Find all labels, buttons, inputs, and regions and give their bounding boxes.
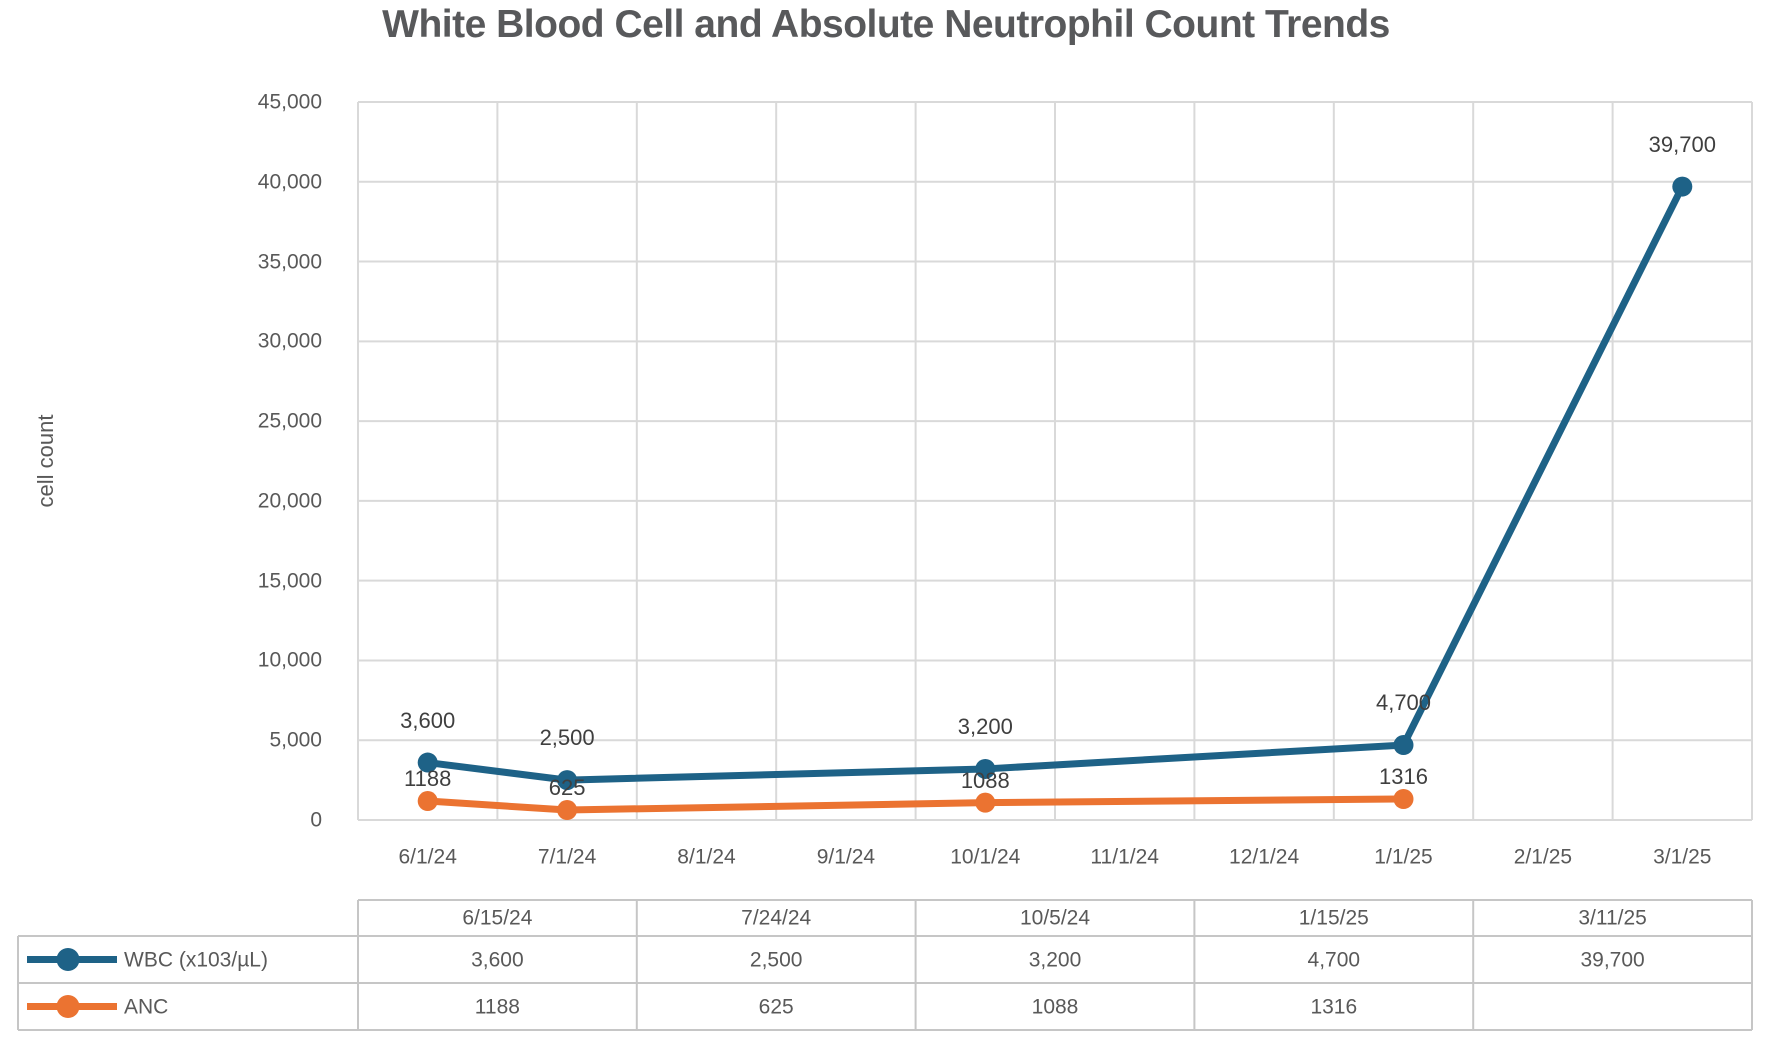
x-tick-label: 7/1/24 (537, 845, 597, 869)
data-point-marker (1672, 176, 1693, 197)
table-header-cell: 10/5/24 (1019, 906, 1091, 930)
table-cell: 3,200 (1028, 948, 1082, 971)
data-label: 4,700 (1375, 690, 1432, 715)
table-cell: 4,700 (1307, 948, 1361, 971)
table-header-cell: 6/15/24 (462, 906, 533, 930)
y-tick-label: 15,000 (257, 569, 322, 593)
table-cell: 1316 (1310, 995, 1358, 1018)
y-tick-label: 35,000 (257, 250, 322, 274)
x-tick-label: 9/1/24 (816, 845, 876, 869)
legend-key-wbc (27, 948, 117, 971)
table-header-cell: 1/15/25 (1298, 906, 1369, 930)
data-label: 3,600 (400, 707, 456, 733)
table-cell: 39,700 (1580, 948, 1645, 971)
series-anc (417, 789, 1414, 821)
data-point-marker (975, 758, 996, 779)
y-tick-label: 10,000 (257, 648, 322, 672)
chart-title: White Blood Cell and Absolute Neutrophil… (382, 3, 1390, 46)
table-header-cell: 7/24/24 (741, 906, 812, 930)
data-label: 1316 (1379, 764, 1428, 789)
data-table-grid (17, 899, 1753, 1031)
table-cell: 3,600 (471, 948, 524, 971)
table-cell: 1188 (474, 995, 520, 1018)
table-cell: 625 (758, 995, 794, 1018)
data-label: 1088 (960, 767, 1010, 793)
data-label: 1188 (404, 766, 452, 792)
legend-key-anc (27, 995, 117, 1018)
x-tick-label: 12/1/24 (1229, 845, 1300, 869)
data-point-marker (1393, 735, 1414, 756)
x-tick-label: 11/1/24 (1090, 845, 1159, 869)
y-tick-label: 25,000 (257, 409, 322, 433)
y-tick-label: 5,000 (269, 728, 322, 752)
data-point-marker (557, 800, 578, 821)
table-legend-label: ANC (124, 995, 169, 1018)
table-cell: 1088 (1031, 995, 1079, 1018)
table-cell: 2,500 (749, 948, 803, 971)
data-label: 39,700 (1648, 131, 1716, 157)
data-point-marker (975, 792, 996, 813)
y-tick-label: 40,000 (257, 170, 322, 194)
y-tick-label: 45,000 (257, 90, 322, 114)
data-point-marker (417, 791, 438, 812)
data-point-marker (1393, 789, 1414, 810)
data-label: 2,500 (539, 725, 595, 751)
data-label: 625 (548, 775, 586, 801)
series-wbc (417, 176, 1693, 791)
x-tick-label: 10/1/24 (950, 845, 1021, 869)
data-label: 3,200 (957, 713, 1013, 739)
y-tick-label: 30,000 (257, 329, 322, 353)
y-tick-label: 20,000 (257, 489, 322, 513)
data-point-marker (417, 752, 438, 773)
table-header-cell: 3/11/25 (1578, 906, 1647, 930)
table-legend-label: WBC (x103/µL) (124, 948, 268, 971)
data-point-marker (557, 770, 578, 791)
x-tick-label: 3/1/25 (1653, 845, 1712, 869)
x-tick-label: 6/1/24 (398, 845, 457, 869)
x-tick-label: 1/1/25 (1374, 845, 1433, 869)
y-tick-label: 0 (310, 808, 322, 832)
x-tick-label: 8/1/24 (677, 845, 736, 869)
x-tick-label: 2/1/25 (1513, 845, 1573, 869)
